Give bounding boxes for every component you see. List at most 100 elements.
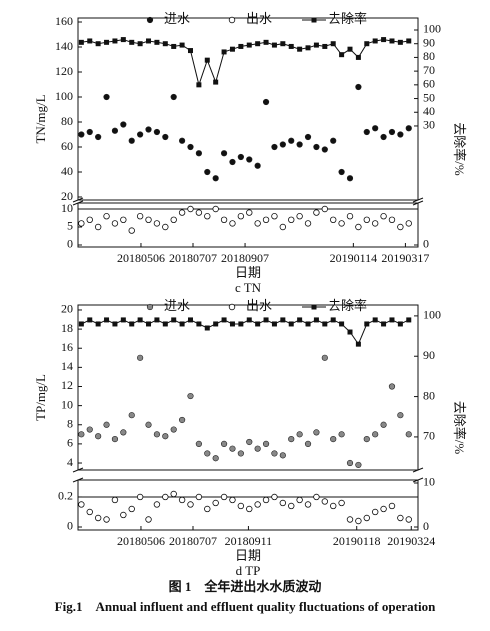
legend-label: 进水 [164, 11, 190, 26]
data-point [381, 37, 387, 43]
data-point [355, 223, 362, 231]
y2-tick-label: 40 [423, 104, 435, 118]
data-point [137, 41, 143, 47]
x-tick-label: 20180707 [169, 534, 217, 548]
data-point [237, 153, 244, 161]
data-point [120, 216, 127, 224]
data-point [220, 216, 228, 224]
data-point [246, 317, 252, 323]
data-point [171, 317, 177, 323]
y-tick-label: 160 [55, 14, 73, 28]
data-point [288, 216, 295, 224]
data-point [137, 354, 144, 361]
y2-tick-label: 50 [423, 90, 435, 104]
y2-tick-label: 90 [423, 35, 435, 49]
data-point [355, 517, 362, 525]
y-tick-label: 12 [61, 378, 73, 392]
y-tick-label: 80 [61, 114, 73, 128]
data-point [120, 429, 127, 436]
data-point [304, 220, 312, 227]
data-point [397, 223, 404, 231]
data-point [288, 321, 294, 327]
data-point [321, 146, 328, 153]
data-point [254, 220, 261, 227]
data-point [153, 431, 161, 438]
data-point [95, 321, 101, 327]
data-point [363, 514, 370, 522]
data-point [389, 317, 395, 323]
data-point [145, 516, 152, 523]
data-point [246, 438, 253, 446]
legend-marker [311, 304, 317, 310]
data-point [78, 131, 85, 138]
data-point [120, 317, 126, 323]
data-point [170, 490, 177, 498]
data-point [338, 220, 345, 227]
data-point [355, 83, 362, 91]
data-point [146, 321, 152, 327]
caption-cn: 图 1 全年进出水水质波动 [169, 579, 322, 594]
data-point [280, 41, 286, 47]
data-point [338, 168, 345, 176]
data-point [137, 317, 143, 323]
legend-marker [311, 17, 317, 23]
data-point [355, 461, 362, 469]
x-tick-label: 20180506 [117, 534, 165, 548]
y2-tick-label: 100 [423, 308, 441, 322]
data-point [355, 54, 361, 60]
axis-break-gap [73, 470, 83, 480]
data-point [195, 150, 202, 157]
legend-label: 出水 [246, 11, 272, 26]
data-point [162, 433, 169, 440]
data-point [204, 450, 211, 457]
caption-en: Fig.1 Annual influent and effluent quali… [55, 599, 436, 614]
data-point [111, 496, 119, 504]
data-point [271, 450, 278, 457]
series-line [81, 39, 409, 87]
y-tick-label: 6 [67, 436, 73, 450]
data-point [78, 431, 85, 438]
data-point [195, 440, 202, 447]
data-point [263, 39, 269, 45]
legend-marker [146, 303, 154, 311]
data-point [363, 216, 370, 224]
data-point [271, 143, 278, 151]
data-point [397, 514, 404, 522]
x-axis-label: 日期 [235, 548, 261, 563]
data-point [321, 354, 328, 361]
data-point [120, 121, 127, 128]
axis-break-gap [413, 200, 423, 203]
data-point [346, 459, 354, 467]
data-point [305, 45, 311, 51]
data-point [187, 392, 194, 400]
data-point [330, 41, 336, 47]
data-point [94, 223, 102, 231]
data-point [86, 216, 93, 224]
y2-tick-label: 70 [423, 429, 435, 443]
axis-break-gap [413, 470, 423, 480]
x-tick-label: 20180907 [221, 251, 269, 265]
data-point [212, 455, 219, 462]
data-point [372, 431, 379, 438]
y2-axis-label: 去除率/% [452, 122, 467, 176]
data-point [380, 421, 387, 428]
data-point [179, 321, 185, 327]
data-point [389, 38, 395, 44]
y-tick-label: 0 [67, 519, 73, 533]
data-point [162, 321, 168, 327]
data-point [363, 436, 370, 443]
data-point [405, 516, 412, 523]
data-point [86, 508, 93, 516]
data-point [220, 150, 228, 157]
y-tick-label: 10 [61, 397, 73, 411]
data-point [229, 321, 235, 327]
data-point [338, 431, 345, 438]
data-point [137, 131, 144, 138]
data-point [279, 452, 286, 459]
data-point [321, 498, 329, 505]
axis-break [72, 200, 84, 206]
data-point [128, 505, 135, 513]
data-point [313, 493, 320, 501]
axis-break [412, 467, 424, 473]
y2-tick-label: 60 [423, 77, 435, 91]
